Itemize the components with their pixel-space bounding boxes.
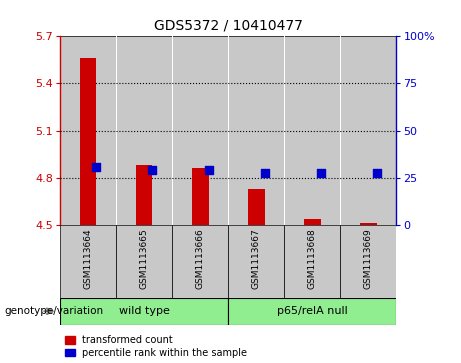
- Bar: [360, 224, 377, 225]
- Point: [149, 167, 156, 173]
- Bar: [192, 168, 208, 225]
- Bar: [284, 36, 340, 225]
- Point: [205, 167, 212, 173]
- Point: [261, 170, 268, 176]
- Text: GSM1113667: GSM1113667: [252, 229, 261, 289]
- Text: GSM1113669: GSM1113669: [364, 229, 373, 289]
- Bar: [284, 225, 340, 298]
- Bar: [172, 225, 228, 298]
- Bar: [228, 36, 284, 225]
- Text: GSM1113666: GSM1113666: [195, 229, 205, 289]
- Bar: [228, 36, 284, 225]
- Bar: [60, 36, 116, 225]
- Bar: [228, 298, 396, 325]
- Bar: [340, 36, 396, 225]
- Bar: [60, 225, 116, 298]
- Bar: [284, 36, 340, 225]
- Bar: [116, 36, 172, 225]
- Bar: [136, 165, 153, 225]
- Bar: [304, 219, 321, 225]
- Bar: [228, 225, 284, 298]
- Title: GDS5372 / 10410477: GDS5372 / 10410477: [154, 19, 302, 32]
- Bar: [172, 36, 228, 225]
- Text: GSM1113668: GSM1113668: [308, 229, 317, 289]
- Point: [93, 164, 100, 170]
- Text: p65/relA null: p65/relA null: [277, 306, 348, 316]
- Bar: [116, 36, 172, 225]
- Bar: [228, 36, 229, 225]
- Bar: [340, 36, 342, 225]
- Bar: [116, 36, 117, 225]
- Bar: [172, 36, 173, 225]
- Point: [373, 170, 380, 176]
- Bar: [248, 189, 265, 225]
- Bar: [60, 36, 116, 225]
- Bar: [284, 36, 285, 225]
- Bar: [340, 225, 396, 298]
- Bar: [80, 58, 96, 225]
- Legend: transformed count, percentile rank within the sample: transformed count, percentile rank withi…: [65, 335, 247, 358]
- Text: genotype/variation: genotype/variation: [5, 306, 104, 316]
- Text: GSM1113665: GSM1113665: [140, 229, 148, 289]
- Bar: [116, 225, 172, 298]
- Bar: [60, 298, 228, 325]
- Text: wild type: wild type: [118, 306, 170, 316]
- Bar: [172, 36, 228, 225]
- Text: GSM1113664: GSM1113664: [83, 229, 93, 289]
- Point: [317, 170, 325, 176]
- Bar: [340, 36, 396, 225]
